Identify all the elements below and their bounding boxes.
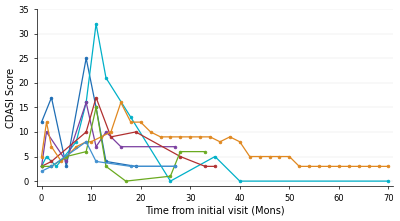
Y-axis label: CDASI Score: CDASI Score — [6, 67, 16, 128]
X-axis label: Time from initial visit (Mons): Time from initial visit (Mons) — [145, 206, 285, 215]
